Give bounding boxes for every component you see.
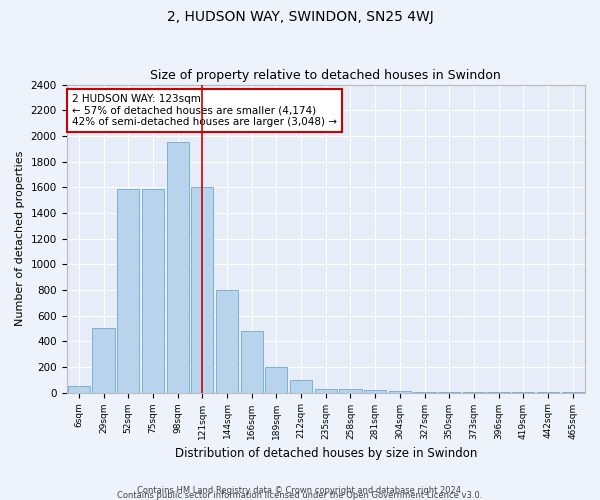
Bar bbox=[92, 328, 115, 392]
Bar bbox=[117, 188, 139, 392]
Bar bbox=[364, 390, 386, 392]
Bar bbox=[191, 187, 214, 392]
Bar bbox=[340, 390, 362, 392]
Bar bbox=[68, 386, 90, 392]
X-axis label: Distribution of detached houses by size in Swindon: Distribution of detached houses by size … bbox=[175, 447, 477, 460]
Bar bbox=[216, 290, 238, 392]
Bar bbox=[265, 367, 287, 392]
Text: Contains HM Land Registry data © Crown copyright and database right 2024.: Contains HM Land Registry data © Crown c… bbox=[137, 486, 463, 495]
Bar bbox=[241, 331, 263, 392]
Text: Contains public sector information licensed under the Open Government Licence v3: Contains public sector information licen… bbox=[118, 491, 482, 500]
Bar bbox=[314, 388, 337, 392]
Text: 2, HUDSON WAY, SWINDON, SN25 4WJ: 2, HUDSON WAY, SWINDON, SN25 4WJ bbox=[167, 10, 433, 24]
Bar bbox=[142, 188, 164, 392]
Bar bbox=[167, 142, 189, 392]
Bar bbox=[290, 380, 312, 392]
Y-axis label: Number of detached properties: Number of detached properties bbox=[15, 151, 25, 326]
Text: 2 HUDSON WAY: 123sqm
← 57% of detached houses are smaller (4,174)
42% of semi-de: 2 HUDSON WAY: 123sqm ← 57% of detached h… bbox=[72, 94, 337, 127]
Title: Size of property relative to detached houses in Swindon: Size of property relative to detached ho… bbox=[151, 69, 501, 82]
